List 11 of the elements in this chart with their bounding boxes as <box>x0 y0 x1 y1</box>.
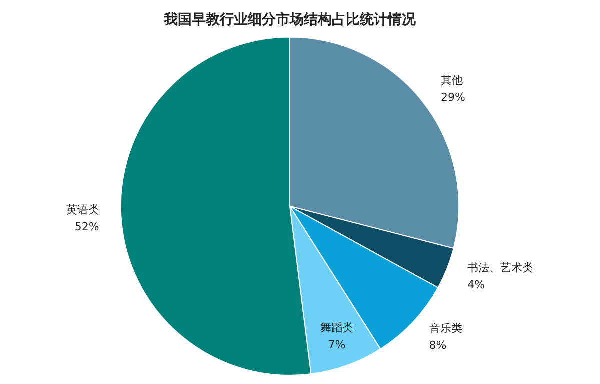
data-label: 8% <box>429 339 447 352</box>
slice-label: 舞蹈类 <box>320 322 354 335</box>
slice-label: 音乐类 <box>429 322 462 336</box>
slice-label: 书法、艺术类 <box>468 262 534 275</box>
data-label: 29% <box>441 91 466 104</box>
chart-title: 我国早教行业细分市场结构占比统计情况 <box>163 11 417 28</box>
data-label: 4% <box>468 278 486 292</box>
slice-label: 英语类 <box>66 203 100 216</box>
slice-label: 其他 <box>441 74 463 88</box>
data-label: 7% <box>328 338 346 352</box>
data-label: 52% <box>74 220 100 234</box>
